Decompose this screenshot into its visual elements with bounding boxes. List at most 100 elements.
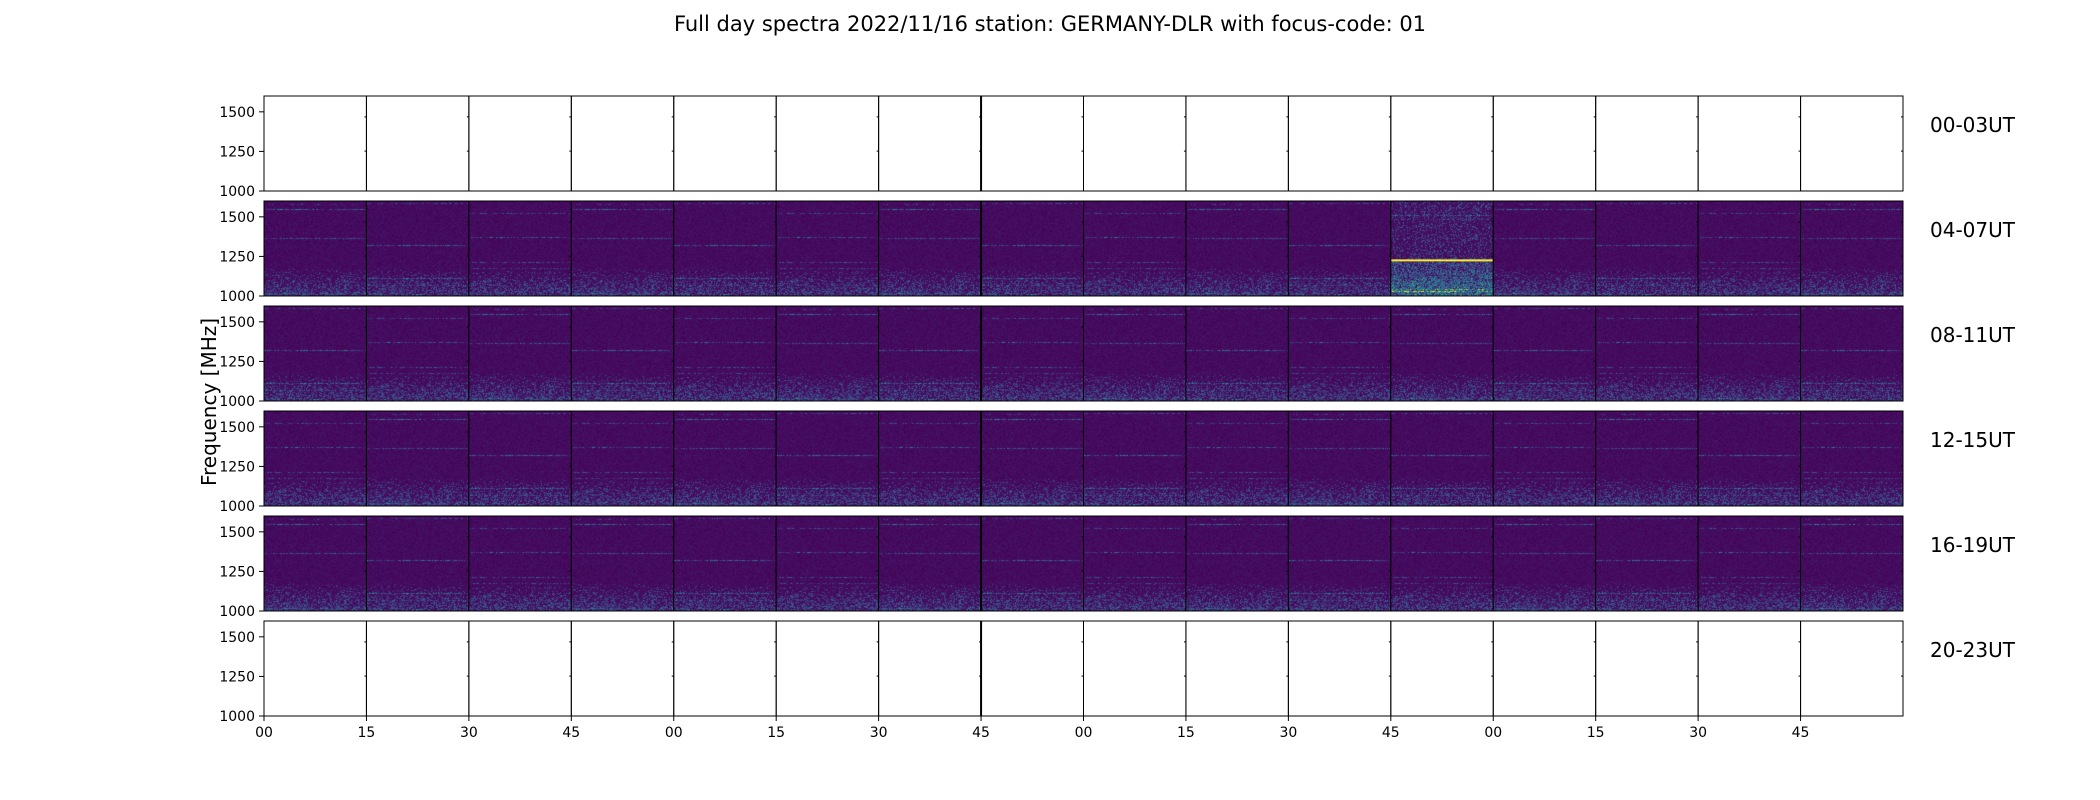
panel-frame [1287,95,1392,192]
panel-frame [1800,410,1904,507]
spectrogram-panel [1288,516,1391,611]
panel-frame [1800,515,1904,612]
spectrogram-panel [1493,516,1596,611]
panel-frame [1595,95,1699,192]
y-tick-label: 1000 [219,289,255,305]
spectrogram-panel [468,516,572,611]
spectrogram-panel [776,411,879,506]
spectrogram-panel [776,516,879,611]
spectrogram-panel [673,411,777,506]
y-tick-label: 1000 [219,394,255,410]
panel-frame [878,95,982,192]
spectrogram-panel [571,411,674,506]
spectrogram-panel [981,201,1084,296]
spectrogram-panel [264,411,367,506]
spectrogram-panel [366,306,469,401]
x-tick-label: 45 [1382,725,1400,741]
x-tick-label: 00 [1484,725,1502,741]
spectrogram-panel [1185,411,1289,506]
x-tick-label: 00 [1075,725,1093,741]
spectrogram-panel [571,516,674,611]
x-tick-label: 30 [460,725,478,741]
panel-frame [775,620,880,717]
spectrogram-panel [981,306,1084,401]
panel-frame [980,95,1084,192]
spectrogram-panel [776,306,879,401]
spectrogram-panel [1800,306,1903,401]
x-tick-label: 30 [870,725,888,741]
panel-frame [1083,95,1187,192]
panel-frame [1800,200,1904,297]
spectrogram-panel [571,201,674,296]
y-tick-label: 1000 [219,184,255,200]
spectrogram-panel [468,411,572,506]
spectrogram-panel [673,306,777,401]
spectrogram-panel [1390,306,1494,401]
y-tick-label: 1250 [219,459,255,475]
y-axis-label: Frequency [MHz] [197,318,221,486]
spectrogram-panel [878,201,982,296]
panel-frame [1800,620,1904,717]
spectrogram-panel [1595,516,1699,611]
spectrogram-panel [1595,306,1699,401]
panel-frame [570,620,675,717]
y-tick-label: 1250 [219,144,255,160]
spectrogram-panel [468,201,572,296]
spectrogram-panel [981,516,1084,611]
spectrogram-panel [1698,411,1801,506]
spectrogram-panel [673,516,777,611]
panel-frame [263,95,367,192]
panel-frame [468,620,572,717]
panel-frame [1800,95,1904,192]
spectra-row-00-03UT: 1000 1250 1500 00-03UT [219,95,2016,200]
y-tick-label: 1500 [219,210,255,226]
spectrogram-panel [878,516,982,611]
spectrogram-panel [1595,201,1699,296]
spectra-row-12-15UT: 1000 1250 1500 12-15UT [219,410,2016,515]
spectrogram-panel [264,306,367,401]
panel-frame [673,95,777,192]
spectrogram-panel [1185,201,1289,296]
x-tick-label: 00 [665,725,683,741]
spectrogram-panel [1390,201,1494,296]
panel-frame [1185,95,1289,192]
x-tick-label: 15 [1177,725,1195,741]
y-tick-label: 1500 [219,315,255,331]
spectrogram-panel [1185,516,1289,611]
row-label: 12-15UT [1930,428,2016,452]
spectrogram-panel [1800,201,1903,296]
spectra-row-16-19UT: 1000 1250 1500 16-19UT [219,515,2016,620]
y-tick-label: 1000 [219,499,255,515]
x-tick-label: 45 [562,725,580,741]
x-tick-label: 30 [1279,725,1297,741]
panel-frame [775,95,880,192]
row-label: 16-19UT [1930,533,2016,557]
spectrogram-panel [366,201,469,296]
spectrogram-panel [1493,201,1596,296]
spectrogram-panel [1390,411,1494,506]
spectrogram-panel [366,411,469,506]
spectrogram-panel [1083,516,1186,611]
spectra-row-04-07UT: 1000 1250 1500 04-07UT [219,200,2016,305]
spectrogram-panel [1698,306,1801,401]
spectrogram-panel [878,306,982,401]
y-tick-label: 1000 [219,604,255,620]
y-tick-label: 1250 [219,249,255,265]
spectrogram-panel [1083,201,1186,296]
panel-frame [365,95,470,192]
x-tick-label: 15 [358,725,376,741]
panel-frame [1697,95,1802,192]
x-tick-label: 45 [1792,725,1810,741]
spectrogram-panel [1083,411,1186,506]
emission-band [1390,259,1494,262]
x-tick-label: 15 [1587,725,1605,741]
spectrogram-panel [1493,411,1596,506]
y-tick-label: 1250 [219,354,255,370]
panel-frame [1083,620,1187,717]
panel-frame [1492,95,1597,192]
row-label: 04-07UT [1930,218,2016,242]
y-tick-label: 1500 [219,630,255,646]
spectrogram-panel [1800,411,1903,506]
x-tick-label: 00 [255,725,273,741]
